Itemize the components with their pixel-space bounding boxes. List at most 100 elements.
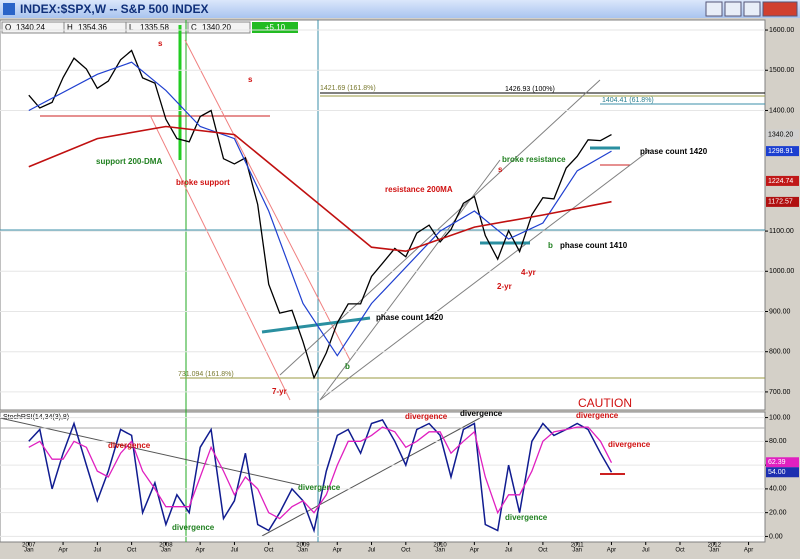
close-button[interactable] (762, 1, 798, 17)
price-tag-label: 54.00 (768, 469, 786, 476)
quote-label: C (191, 23, 197, 32)
x-tick-label: Jan (298, 548, 308, 554)
y-tick-label: 0.00 (769, 533, 783, 540)
y-tick-label: 80.00 (769, 438, 787, 445)
annotation: divergence (172, 523, 215, 532)
price-tag-label: 1340.20 (768, 131, 793, 138)
annotation: 4-yr (521, 268, 536, 277)
annotation: phase count 1420 (640, 147, 708, 156)
x-tick-label: Jul (642, 548, 650, 554)
annotation: divergence (108, 441, 151, 450)
annotation: divergence (405, 412, 448, 421)
price-tag (766, 175, 799, 186)
x-tick-label: Jul (231, 548, 239, 554)
title-bar (0, 0, 800, 18)
price-tag-label: 62.39 (768, 459, 786, 466)
channel-line (279, 79, 601, 376)
annotation: s (248, 75, 253, 84)
price-tag-label: 1224.74 (768, 178, 793, 185)
year-label: 2010 (433, 543, 447, 549)
year-label: 2009 (296, 543, 310, 549)
annotation: support 200-DMA (96, 157, 162, 166)
x-tick-label: Oct (127, 548, 137, 554)
price-tag (766, 196, 799, 207)
annotation: phase count 1410 (560, 241, 628, 250)
annotation: divergence (505, 513, 548, 522)
quote-value: 1340.24 (16, 23, 45, 32)
window-title: INDEX:$SPX,W -- S&P 500 INDEX (20, 2, 209, 16)
y-tick-label: 1000.00 (769, 268, 794, 275)
series-line (28, 61, 612, 357)
annotation: broke support (176, 178, 230, 187)
x-tick-label: Apr (607, 548, 616, 554)
maximize-button[interactable] (724, 1, 742, 17)
annotation: divergence (460, 409, 503, 418)
annotation: broke resistance (502, 155, 566, 164)
y-tick-label: 20.00 (769, 510, 787, 517)
quote-label: O (5, 23, 11, 32)
x-tick-label: Jan (435, 548, 445, 554)
support-line (261, 316, 371, 334)
annotation: 731.094 (161.8%) (178, 371, 234, 378)
annotation: b (548, 241, 553, 250)
price-panel (0, 19, 766, 411)
annotation: 1404.41 (61.8%) (602, 97, 654, 104)
x-tick-label: Jan (709, 548, 719, 554)
annotation: resistance 200MA (385, 185, 453, 194)
quote-box (187, 21, 251, 34)
x-tick-label: Apr (195, 548, 204, 554)
annotation: divergence (608, 440, 651, 449)
x-tick-label: Oct (401, 548, 411, 554)
annotation: 7-yr (272, 387, 287, 396)
price-tag (766, 467, 799, 478)
x-tick-label: Oct (264, 548, 274, 554)
y-tick-label: 1600.00 (769, 27, 794, 34)
price-tag (766, 146, 799, 157)
annotation: 1426.93 (100%) (505, 86, 555, 93)
y-tick-label: 40.00 (769, 486, 787, 493)
y-tick-label: 100.00 (769, 414, 791, 421)
quote-change-box (252, 22, 298, 33)
year-label: 2007 (22, 543, 36, 549)
y-tick-label: 900.00 (769, 308, 791, 315)
series-line (28, 49, 612, 380)
annotation: divergence (576, 411, 619, 420)
y-tick-label: 700.00 (769, 389, 791, 396)
y-tick-label: 1500.00 (769, 67, 794, 74)
trend-line (184, 39, 351, 361)
trend-line (149, 114, 291, 401)
x-tick-label: Apr (470, 548, 479, 554)
quote-value: 1340.20 (202, 23, 231, 32)
annotation: 1421.69 (161.8%) (320, 85, 376, 92)
app-icon (3, 3, 15, 15)
x-tick-label: Oct (538, 548, 548, 554)
x-tick-label: Jan (161, 548, 171, 554)
quote-label: H (67, 23, 73, 32)
series-line (28, 125, 612, 253)
annotation: s (158, 39, 163, 48)
series-line (28, 426, 613, 520)
year-label: 2011 (571, 543, 585, 549)
series-line (28, 418, 613, 534)
channel-line (319, 149, 651, 401)
drawings (0, 20, 765, 542)
annotation: divergence (298, 483, 341, 492)
year-label: 2008 (159, 543, 173, 549)
y-tick-label: 800.00 (769, 349, 791, 356)
restore-button[interactable] (743, 1, 761, 17)
quote-row: O 1340.24 H 1354.36 L 1335.58 C 1340.20 +5.10 (1, 21, 298, 34)
indicator-trend-line (0, 417, 301, 486)
annotation: b (345, 362, 350, 371)
x-tick-label: Jul (94, 548, 102, 554)
x-tick-label: Oct (675, 548, 685, 554)
quote-change: +5.10 (265, 23, 286, 32)
x-tick-label: Jul (505, 548, 513, 554)
quote-value: 1335.58 (140, 23, 169, 32)
minimize-button[interactable] (705, 1, 723, 17)
year-label: 2012 (708, 543, 722, 549)
annotation: s (498, 165, 503, 174)
annotation: phase count 1420 (376, 313, 444, 322)
indicator-panel (0, 411, 766, 543)
annotations: s s s support 200-DMA broke support resi… (96, 39, 708, 532)
